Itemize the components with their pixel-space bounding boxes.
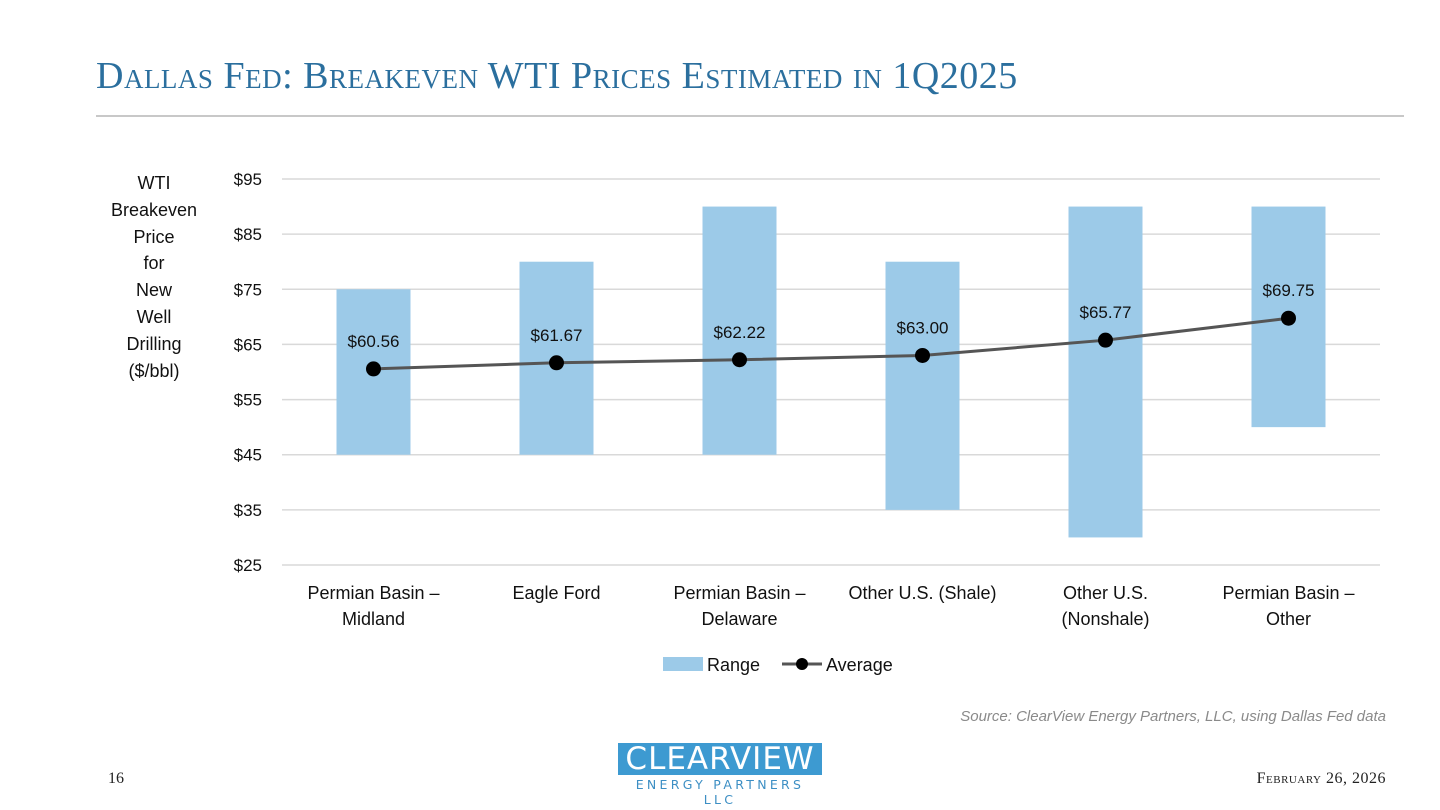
legend-range-swatch [663,657,703,671]
range-bar [1068,206,1143,538]
average-line [373,316,1289,371]
x-category-label: Permian Basin – [307,583,439,603]
range-bar [885,261,960,510]
y-axis-title-line: ($/bbl) [128,360,180,381]
x-category-label: Delaware [701,609,777,629]
y-tick-label: $25 [234,556,262,575]
y-axis-title-line: Price [133,226,175,247]
average-point [732,352,747,368]
source-note: Source: ClearView Energy Partners, LLC, … [960,708,1386,725]
y-axis-title-line: Drilling [126,333,182,354]
logo-subtitle: ENERGY PARTNERS LLC [635,777,805,807]
page-title: Dallas Fed: Breakeven WTI Prices Estimat… [96,55,1018,97]
x-category-label: Other U.S. (Shale) [848,583,996,603]
y-tick-label: $95 [234,170,262,189]
title-divider [96,115,1404,117]
average-point [915,347,930,363]
clearview-logo: CLEARVIEW ENERGY PARTNERS LLC [618,743,822,807]
average-data-label: $65.77 [1080,303,1132,322]
y-axis-title-line: for [143,253,165,274]
page-number: 16 [108,770,124,787]
y-axis-title-line: Breakeven [110,199,198,220]
x-category-label: Midland [342,609,405,629]
legend-average-marker [796,658,808,670]
y-tick-label: $45 [234,446,262,465]
x-category-label: Permian Basin – [1222,583,1354,603]
average-data-label: $63.00 [897,318,949,337]
y-tick-label: $85 [234,225,262,244]
average-point [1281,310,1296,326]
slide-date: February 26, 2026 [1256,770,1386,787]
x-category-label: (Nonshale) [1061,609,1149,629]
legend-average-label: Average [826,655,893,675]
y-axis-title-line: New [135,280,172,301]
x-category-label: Permian Basin – [673,583,805,603]
y-axis-title: WTI Breakeven Price for New Well Drillin… [100,170,208,384]
y-tick-label: $75 [234,280,262,299]
y-axis-title-line: WTI [137,173,171,193]
x-category-label: Eagle Ford [512,583,600,603]
average-data-label: $60.56 [348,332,400,351]
x-category-label: Other [1266,609,1311,629]
average-point [549,355,564,371]
average-point [1098,332,1113,348]
y-tick-label: $35 [234,501,262,520]
average-data-label: $69.75 [1263,281,1315,300]
average-data-label: $61.67 [531,326,583,345]
x-category-label: Other U.S. [1063,583,1148,603]
y-tick-label: $55 [234,391,262,410]
logo-wordmark: CLEARVIEW [618,743,822,775]
average-point [366,361,381,377]
average-data-label: $62.22 [714,323,766,342]
y-axis-title-line: Well [136,306,172,327]
y-tick-label: $65 [234,335,262,354]
breakeven-chart: $25 $35 $45 $55 $65 $75 $85 $95 $60.56 $61.67 $62.… [234,170,1380,675]
legend-range-label: Range [707,655,760,675]
range-bar [702,206,777,455]
